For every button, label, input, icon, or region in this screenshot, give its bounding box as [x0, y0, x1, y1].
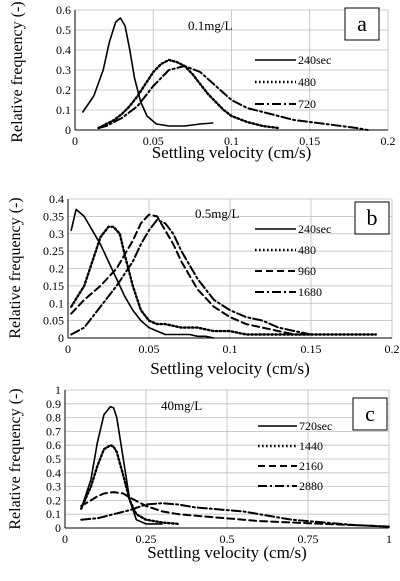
y-tick-label: 0.8 — [46, 411, 61, 425]
series-line-240sec — [82, 17, 214, 127]
series-line-1680 — [70, 218, 312, 336]
y-tick-label: 0.7 — [46, 424, 61, 438]
x-axis-title: Settling velocity (cm/s) — [147, 543, 307, 562]
panel-label-box — [354, 201, 390, 235]
y-axis-title: Relative frequency (-) — [7, 388, 24, 529]
series-line-480 — [97, 58, 280, 130]
series-line-720sec — [80, 405, 163, 525]
panel-label-box — [352, 397, 388, 431]
y-tick-label: 0.1 — [56, 103, 71, 117]
x-axis-title: Settling velocity (cm/s) — [150, 359, 310, 378]
y-tick-label: 1 — [55, 383, 61, 397]
x-tick-label: 0.75 — [298, 532, 319, 546]
x-tick-label: 0.25 — [136, 532, 157, 546]
y-tick-label: 0.2 — [49, 262, 64, 276]
concentration-annotation: 40mg/L — [161, 398, 202, 413]
y-tick-label: 0.4 — [49, 192, 64, 206]
legend-label: 480 — [298, 75, 316, 89]
x-tick-label: 0.05 — [143, 134, 164, 148]
x-tick-label: 0.1 — [223, 342, 238, 356]
concentration-annotation: 0.5mg/L — [195, 206, 239, 221]
legend-label: 960 — [298, 264, 316, 278]
x-tick-label: 0.2 — [385, 342, 400, 356]
chart-panel-a: 0 0.1 0.2 0.3 0.4 0.5 0.6 0 0.05 0.1 0.15 0.2 240sec… — [9, 1, 396, 162]
y-tick-label: 0.9 — [46, 397, 61, 411]
legend-label: 2880 — [299, 479, 323, 493]
y-tick-label: 0.35 — [43, 209, 64, 223]
y-axis-title: Relative frequency (-) — [7, 197, 24, 338]
panel-label: c — [365, 401, 375, 426]
y-tick-label: 0.1 — [49, 296, 64, 310]
legend-label: 720 — [298, 97, 316, 111]
x-tick-label: 0.1 — [224, 134, 239, 148]
x-tick-label: 0.05 — [139, 342, 160, 356]
y-tick-label: 0.05 — [43, 314, 64, 328]
series-line-2160 — [80, 491, 390, 528]
y-tick-label: 0 — [58, 331, 64, 345]
legend-label: 1680 — [298, 285, 322, 299]
x-tick-label: 0.15 — [301, 342, 322, 356]
series-line-240sec — [70, 208, 215, 339]
concentration-annotation: 0.1mg/L — [188, 18, 232, 33]
legend-label: 1440 — [299, 439, 323, 453]
x-tick-label: 0 — [72, 134, 78, 148]
y-tick-label: 0.2 — [46, 493, 61, 507]
y-tick-label: 0.3 — [46, 480, 61, 494]
legend-label: 240sec — [298, 53, 331, 67]
series-line-720 — [97, 65, 369, 131]
y-tick-label: 0.6 — [46, 438, 61, 452]
y-tick-label: 0.4 — [46, 466, 61, 480]
x-tick-label: 1 — [386, 532, 392, 546]
panel-label-box — [344, 7, 380, 41]
y-tick-label: 0.25 — [43, 244, 64, 258]
y-tick-label: 0.3 — [49, 227, 64, 241]
y-tick-label: 0.2 — [56, 83, 71, 97]
x-tick-label: 0 — [65, 342, 71, 356]
chart-panel-c: 00.10.20.30.40.50.60.70.80.910 0.25 0.5 0.7… — [7, 383, 392, 562]
legend-label: 240sec — [298, 222, 331, 236]
panel-label: b — [367, 205, 378, 230]
series-line-2880 — [80, 502, 390, 528]
y-tick-label: 0.15 — [43, 279, 64, 293]
y-tick-label: 0.6 — [56, 3, 71, 17]
y-tick-label: 0.5 — [46, 452, 61, 466]
chart-panel-b: 00.050.10.150.20.250.30.350.40 0.05 0.1 0.1… — [7, 192, 400, 378]
legend-label: 480 — [298, 243, 316, 257]
y-tick-label: 0 — [55, 521, 61, 535]
series-line-960 — [70, 213, 312, 336]
y-tick-label: 0 — [65, 123, 71, 137]
panel-label: a — [357, 11, 367, 36]
legend-label: 2160 — [299, 459, 323, 473]
x-tick-label: 0.5 — [220, 532, 235, 546]
series-line-1440 — [80, 444, 180, 526]
x-tick-label: 0 — [62, 532, 68, 546]
legend-label: 720sec — [299, 419, 332, 433]
y-axis-title: Relative frequency (-) — [9, 1, 26, 142]
x-tick-label: 0.2 — [381, 134, 396, 148]
x-tick-label: 0.15 — [299, 134, 320, 148]
y-tick-label: 0.3 — [56, 63, 71, 77]
y-tick-label: 0.4 — [56, 43, 71, 57]
y-tick-label: 0.1 — [46, 507, 61, 521]
y-tick-label: 0.5 — [56, 23, 71, 37]
x-axis-title: Settling velocity (cm/s) — [152, 143, 312, 162]
